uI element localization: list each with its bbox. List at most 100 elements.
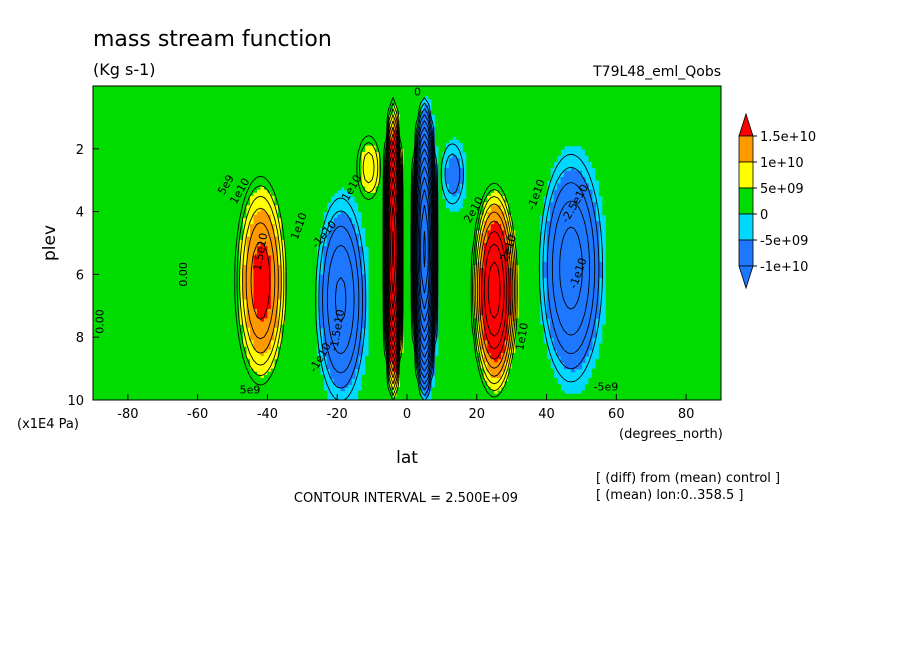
shading-cell bbox=[518, 308, 541, 313]
shading-cell bbox=[93, 368, 255, 373]
shading-cell bbox=[511, 239, 516, 244]
shading-cell bbox=[368, 290, 387, 294]
positive-contour-line bbox=[385, 148, 501, 350]
shading-cell bbox=[413, 293, 439, 297]
shading-cell bbox=[277, 352, 317, 357]
colorbar: 1.5e+10 1e+10 5e+09 0 -5e+09 -1e+10 bbox=[738, 112, 816, 290]
shading-cell bbox=[403, 214, 415, 219]
shading-cell bbox=[274, 362, 321, 367]
shading-cell bbox=[379, 155, 387, 159]
shading-cell bbox=[284, 277, 317, 282]
shading-cell bbox=[480, 286, 513, 291]
shading-cell bbox=[277, 346, 317, 351]
x-tick-label: -60 bbox=[187, 407, 208, 422]
shading-cell bbox=[246, 211, 258, 216]
shading-cell bbox=[323, 264, 363, 269]
shading-cell bbox=[518, 299, 541, 304]
shading-cell bbox=[281, 233, 321, 238]
shading-cell bbox=[438, 208, 450, 213]
shading-cell bbox=[595, 362, 721, 367]
shading-cell bbox=[256, 189, 269, 194]
shading-cell bbox=[413, 189, 439, 194]
shading-cell bbox=[605, 274, 721, 279]
negative-contour-line bbox=[415, 148, 434, 350]
shading-cell bbox=[277, 302, 286, 307]
shading-cell bbox=[553, 343, 593, 348]
shading-cell bbox=[591, 368, 721, 373]
shading-cell bbox=[93, 239, 241, 244]
shading-cell bbox=[93, 337, 244, 341]
shading-cell bbox=[434, 378, 485, 382]
shading-cell bbox=[389, 352, 401, 357]
shading-cell bbox=[494, 390, 499, 395]
shading-cell bbox=[504, 340, 513, 345]
shading-cell bbox=[434, 374, 485, 379]
shading-cell bbox=[434, 120, 721, 125]
shading-cell bbox=[239, 312, 248, 316]
shading-cell bbox=[508, 368, 555, 373]
shading-cell bbox=[256, 308, 269, 313]
shading-cell bbox=[598, 346, 721, 351]
shading-cell bbox=[480, 365, 488, 370]
shading-cell bbox=[253, 221, 272, 225]
shading-cell bbox=[605, 227, 721, 232]
shading-cell bbox=[546, 246, 600, 250]
shading-cell bbox=[602, 208, 721, 213]
shading-cell bbox=[403, 318, 415, 323]
shading-cell bbox=[480, 258, 485, 263]
shading-cell bbox=[267, 371, 321, 376]
shading-cell bbox=[277, 258, 286, 263]
shading-cell bbox=[386, 280, 405, 285]
shading-cell bbox=[483, 315, 509, 319]
shading-cell bbox=[333, 217, 352, 222]
shading-cell bbox=[487, 340, 506, 345]
shading-cell bbox=[413, 186, 439, 191]
shading-cell bbox=[480, 271, 513, 275]
shading-cell bbox=[270, 290, 282, 294]
shading-cell bbox=[434, 123, 721, 128]
shading-cell bbox=[389, 170, 401, 175]
shading-cell bbox=[351, 192, 387, 197]
shading-cell bbox=[368, 249, 387, 254]
shading-cell bbox=[253, 264, 272, 269]
shading-cell bbox=[438, 290, 474, 294]
shading-cell bbox=[483, 205, 492, 210]
shading-cell bbox=[413, 167, 439, 172]
shading-cell bbox=[403, 208, 415, 213]
shading-cell bbox=[389, 183, 401, 188]
shading-cell bbox=[368, 346, 387, 351]
shading-cell bbox=[483, 359, 495, 363]
shading-cell bbox=[504, 239, 513, 244]
shading-cell bbox=[358, 208, 387, 213]
shading-cell bbox=[508, 374, 555, 379]
shading-cell bbox=[413, 208, 439, 213]
shading-cell bbox=[438, 305, 474, 310]
shading-cell bbox=[396, 390, 422, 395]
shading-cell bbox=[413, 268, 439, 272]
shading-cell bbox=[274, 359, 321, 363]
shading-cell bbox=[361, 224, 387, 228]
shading-cell bbox=[246, 239, 279, 244]
shading-cell bbox=[368, 312, 387, 316]
shading-cell bbox=[557, 186, 590, 191]
shading-cell bbox=[605, 280, 721, 285]
shading-cell bbox=[438, 302, 474, 307]
shading-cell bbox=[365, 230, 387, 235]
shading-cell bbox=[365, 236, 387, 241]
shading-cell bbox=[239, 243, 248, 247]
shading-cell bbox=[253, 293, 272, 297]
shading-cell bbox=[434, 381, 488, 385]
shading-cell bbox=[553, 346, 593, 351]
shading-cell bbox=[319, 296, 366, 301]
shading-cell bbox=[267, 189, 338, 194]
shading-cell bbox=[438, 280, 474, 285]
shading-cell bbox=[466, 167, 551, 172]
shading-cell bbox=[605, 293, 721, 297]
shading-cell bbox=[250, 224, 276, 228]
shading-cell bbox=[253, 290, 272, 294]
shading-cell bbox=[438, 268, 474, 272]
shading-cell bbox=[605, 214, 721, 219]
shading-cell bbox=[413, 233, 439, 238]
shading-cell bbox=[389, 142, 401, 147]
shading-cell bbox=[420, 387, 433, 392]
